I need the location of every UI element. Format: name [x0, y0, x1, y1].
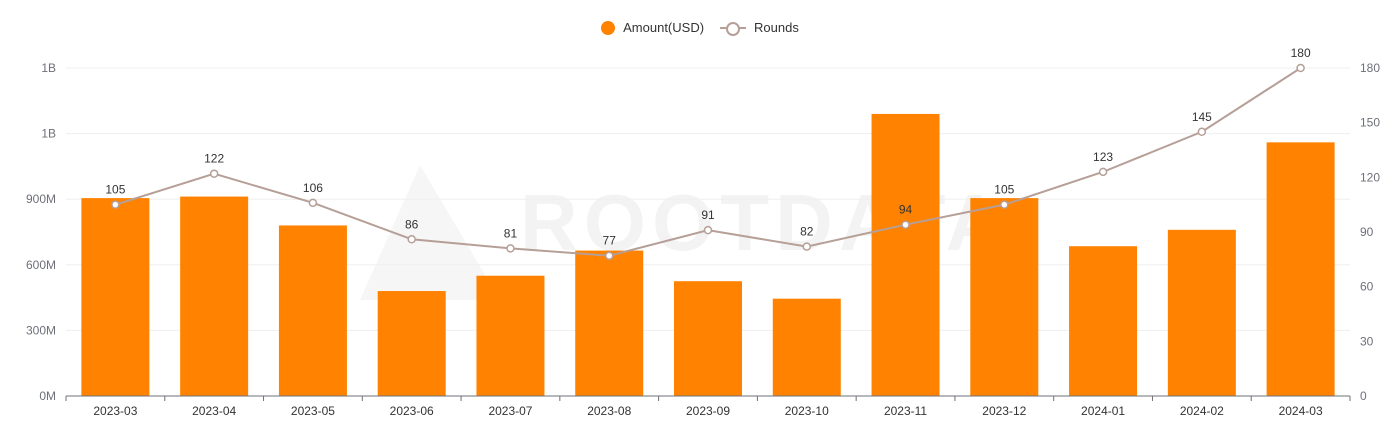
rounds-point-2024-01: [1098, 167, 1108, 177]
rounds-data-label: 94: [899, 203, 913, 217]
x-tick-label: 2023-06: [390, 404, 434, 418]
rounds-point-2023-06: [407, 235, 416, 244]
rounds-data-label: 180: [1291, 46, 1311, 60]
x-tick-label: 2023-10: [785, 404, 829, 418]
y-left-tick-label: 1B: [41, 127, 56, 141]
rounds-point-2023-11: [901, 220, 910, 229]
rounds-data-label: 91: [701, 208, 715, 222]
rounds-point-2023-04: [209, 169, 219, 178]
bar-2023-05: [278, 225, 347, 396]
rounds-point-2023-03: [111, 200, 120, 209]
x-tick-label: 2023-11: [884, 404, 927, 418]
rounds-data-label: 122: [204, 152, 224, 166]
y-right-tick-label: 150: [1360, 116, 1380, 130]
bar-2023-11: [871, 113, 940, 397]
y-left-tick-label: 1B: [41, 61, 56, 75]
y-left-tick-label: 900M: [26, 192, 56, 206]
legend-label-amount: Amount(USD): [623, 20, 705, 35]
rounds-point-2023-07: [506, 244, 515, 253]
x-tick-label: 2023-05: [291, 404, 335, 418]
x-tick-label: 2024-01: [1081, 404, 1125, 418]
rounds-point-2024-03: [1296, 63, 1305, 73]
legend-label-rounds: Rounds: [754, 20, 799, 35]
bar-2023-06: [377, 291, 446, 396]
x-tick-label: 2023-09: [686, 404, 730, 418]
x-tick-label: 2024-02: [1180, 404, 1224, 418]
x-tick-label: 2023-08: [587, 404, 631, 418]
bar-2024-03: [1266, 142, 1335, 396]
y-left-tick-label: 300M: [26, 323, 56, 337]
bar-2023-09: [674, 281, 742, 396]
x-tick-label: 2023-07: [488, 404, 532, 418]
rounds-data-label: 82: [800, 225, 814, 239]
rounds-data-label: 86: [405, 217, 419, 231]
rounds-point-2023-12: [1000, 200, 1009, 209]
rounds-legend-marker: [720, 21, 747, 36]
amount-legend-marker: [601, 20, 616, 35]
y-left-tick-label: 600M: [26, 258, 56, 272]
bar-2023-12: [970, 198, 1039, 396]
y-right-tick-label: 30: [1360, 334, 1374, 348]
bar-2023-10: [772, 298, 841, 396]
bar-2023-08: [575, 250, 644, 396]
y-left-tick-label: 0M: [39, 389, 56, 403]
rounds-data-label: 105: [105, 183, 125, 197]
rounds-data-label: 123: [1093, 150, 1113, 164]
rounds-point-2023-10: [802, 242, 812, 251]
rounds-data-label: 81: [504, 226, 518, 240]
rounds-data-label: 77: [603, 234, 617, 248]
rounds-point-2023-05: [308, 198, 318, 208]
bar-2023-04: [180, 196, 249, 396]
rounds-data-label: 145: [1192, 110, 1212, 124]
rounds-point-2023-08: [604, 251, 614, 260]
bar-2023-07: [476, 275, 545, 396]
y-right-tick-label: 0: [1360, 389, 1367, 403]
x-tick-label: 2023-03: [93, 404, 137, 418]
y-right-tick-label: 90: [1360, 225, 1374, 239]
x-tick-label: 2023-04: [192, 404, 236, 418]
rounds-data-label: 105: [994, 183, 1014, 197]
x-tick-label: 2024-03: [1279, 404, 1323, 418]
rounds-point-2023-09: [703, 225, 713, 235]
legend-item-rounds[interactable]: Rounds: [720, 20, 799, 36]
rounds-point-2024-02: [1197, 127, 1207, 137]
bar-2024-02: [1167, 229, 1236, 396]
bar-2024-01: [1069, 246, 1138, 396]
x-tick-label: 2023-12: [982, 404, 1026, 418]
y-right-tick-label: 120: [1360, 170, 1380, 184]
bar-2023-03: [81, 198, 150, 396]
chart-legend: Amount(USD) Rounds: [0, 20, 1400, 36]
y-right-tick-label: 180: [1360, 61, 1380, 75]
rounds-data-label: 106: [303, 181, 323, 195]
legend-item-amount[interactable]: Amount(USD): [601, 20, 704, 35]
y-right-tick-label: 60: [1360, 280, 1374, 294]
